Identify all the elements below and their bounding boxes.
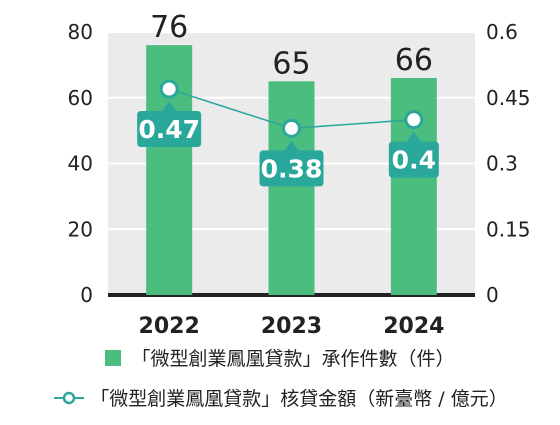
line-series-legend-label: 「微型創業鳳凰貸款」核貸金額（新臺幣 / 億元）: [90, 388, 508, 410]
line-value-label: 0.4: [392, 146, 436, 175]
left-axis-tick-label: 40: [68, 152, 93, 176]
right-axis-tick-label: 0: [486, 283, 499, 307]
line-value-label: 0.47: [138, 115, 200, 144]
right-axis-tick-label: 0.3: [486, 152, 518, 176]
line-point: [159, 79, 179, 99]
right-axis-tick-label: 0.6: [486, 20, 518, 44]
line-value-callout: [259, 140, 324, 187]
line-value-label: 0.38: [261, 154, 323, 183]
x-axis-tick-label: 2024: [383, 314, 444, 339]
bar-series-legend-label: 「微型創業鳳凰貸款」承作件數（件）: [131, 348, 455, 370]
bar-value-label: 65: [272, 46, 310, 81]
legend-item-bar-series: 「微型創業鳳凰貸款」承作件數（件）: [0, 344, 560, 371]
left-axis-tick-label: 20: [68, 217, 93, 241]
bar: [268, 81, 315, 295]
bar-value-label: 76: [150, 10, 188, 45]
chart: 0 20 40 60 80 0 0.15 0.3 0.45 0.6 2022 2023 2024 7…: [68, 10, 531, 339]
line-series-swatch: [54, 391, 85, 404]
bar-series-swatch: [105, 349, 122, 366]
right-axis-tick-label: 0.45: [486, 86, 531, 110]
left-axis-tick-label: 80: [68, 20, 93, 44]
line-point: [282, 118, 301, 138]
bar-value-label: 66: [395, 43, 433, 78]
x-axis-tick-label: 2023: [261, 314, 322, 339]
line-value-callout: [137, 100, 202, 147]
line-value-callout: [388, 131, 439, 178]
legend-item-line-series: 「微型創業鳳凰貸款」核貸金額（新臺幣 / 億元）: [0, 384, 560, 411]
x-axis-tick-label: 2022: [139, 314, 200, 339]
line-point: [404, 110, 424, 130]
left-axis-tick-label: 60: [68, 86, 93, 110]
left-axis-tick-label: 0: [80, 283, 93, 307]
right-axis-tick-label: 0.15: [486, 217, 531, 241]
